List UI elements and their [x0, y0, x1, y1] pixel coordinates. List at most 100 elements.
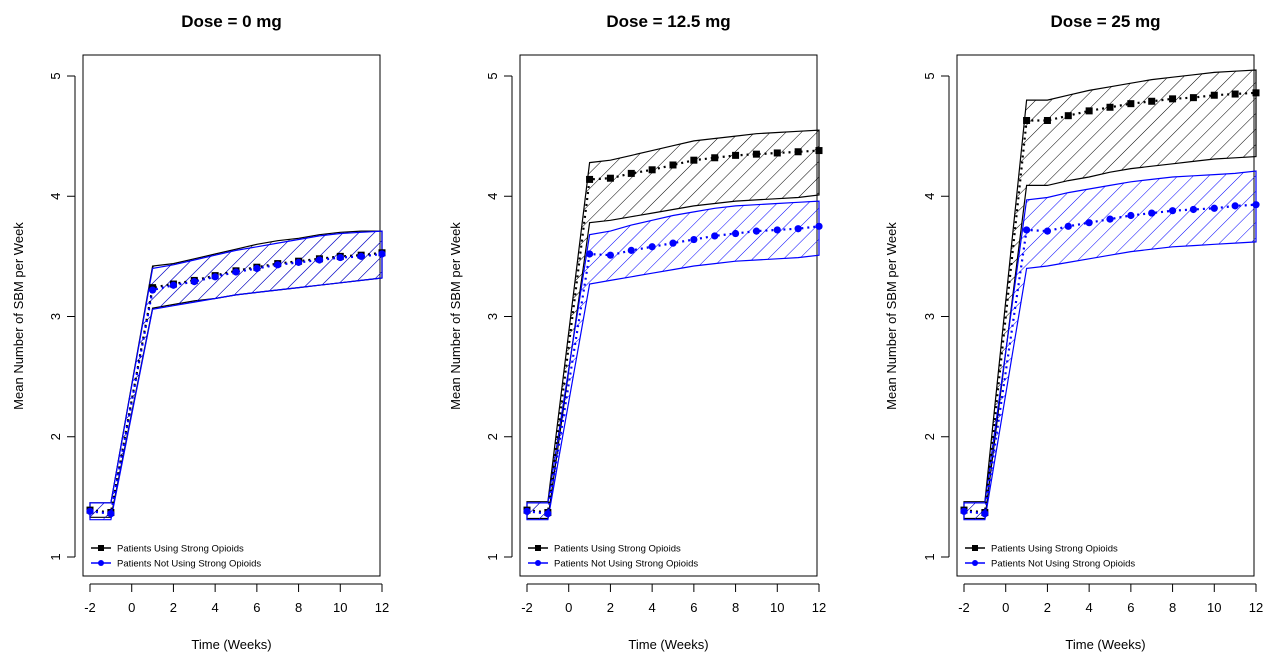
data-point-square [773, 149, 781, 157]
x-tick-label: 12 [1249, 600, 1263, 615]
data-point-circle [815, 222, 823, 230]
x-tick-label: 0 [128, 600, 135, 615]
legend-entry: Patients Using Strong Opioids [554, 544, 681, 555]
data-point-circle [523, 507, 531, 515]
legend-marker-circle [972, 560, 978, 566]
ci-band-series-2 [963, 170, 1257, 521]
data-point-circle [1148, 209, 1156, 217]
x-axis-label: Time (Weeks) [628, 637, 708, 652]
data-point-square [815, 147, 823, 155]
data-point-square [752, 150, 760, 158]
data-point-square [669, 161, 677, 169]
x-tick-label: 2 [607, 600, 614, 615]
legend-marker-square [972, 545, 978, 551]
chart-panel-1: Dose = 0 mg Time (Weeks) Mean Number of SB… [11, 12, 389, 652]
data-point-square [1169, 95, 1177, 103]
data-point-circle [606, 251, 615, 259]
data-point-circle [648, 243, 656, 251]
data-point-circle [107, 510, 115, 518]
x-tick-label: -2 [958, 600, 970, 615]
data-point-square [1064, 112, 1072, 120]
y-tick-label: 2 [485, 433, 500, 440]
panel-title: Dose = 0 mg [181, 12, 282, 31]
data-point-square [1043, 116, 1051, 124]
data-point-square [1210, 91, 1218, 99]
data-point-square [1252, 89, 1260, 97]
data-point-circle [232, 268, 240, 276]
plot-frame [82, 54, 381, 577]
y-axis-label: Mean Number of SBM per Week [448, 222, 463, 410]
data-point-circle [773, 226, 781, 234]
data-point-square [732, 151, 740, 159]
data-point-circle [1168, 207, 1177, 215]
x-axis-label: Time (Weeks) [1065, 637, 1145, 652]
x-tick-label: 2 [170, 600, 177, 615]
data-point-circle [1127, 211, 1135, 220]
data-point-square [1106, 103, 1114, 111]
data-point-circle [169, 281, 178, 289]
y-tick-label: 4 [922, 193, 937, 200]
data-point-circle [669, 239, 677, 247]
data-point-circle [1210, 204, 1218, 212]
x-tick-label: 4 [649, 600, 656, 615]
mean-line-series-2 [526, 225, 820, 515]
y-tick-label: 5 [922, 72, 937, 79]
ci-band-series-1 [963, 69, 1257, 520]
x-tick-label: -2 [521, 600, 533, 615]
legend-entry: Patients Not Using Strong Opioids [117, 559, 261, 570]
y-tick-label: 3 [922, 313, 937, 320]
x-tick-label: 6 [1127, 600, 1134, 615]
y-tick-label: 2 [922, 433, 937, 440]
data-point-circle [357, 252, 365, 260]
x-tick-label: 10 [1207, 600, 1221, 615]
data-point-circle [336, 253, 344, 262]
panel-title: Dose = 12.5 mg [606, 12, 730, 31]
data-point-circle [86, 507, 94, 515]
y-tick-label: 1 [48, 553, 63, 560]
data-point-square [1127, 100, 1135, 108]
data-point-square [794, 148, 802, 156]
data-point-circle [378, 250, 386, 258]
panel-title: Dose = 25 mg [1050, 12, 1160, 31]
data-point-square [1189, 94, 1197, 102]
data-point-circle [253, 264, 261, 272]
data-point-circle [211, 273, 219, 281]
x-tick-label: -2 [84, 600, 96, 615]
data-point-circle [1064, 222, 1072, 230]
data-point-square [586, 175, 594, 183]
data-point-circle [294, 258, 303, 266]
data-point-square [1085, 107, 1093, 115]
legend-entry: Patients Not Using Strong Opioids [554, 559, 698, 570]
data-point-circle [544, 510, 552, 518]
data-point-circle [731, 229, 740, 238]
data-point-circle [752, 227, 761, 235]
data-point-circle [690, 235, 698, 244]
data-point-circle [794, 225, 802, 233]
x-tick-label: 10 [770, 600, 784, 615]
y-tick-label: 2 [48, 433, 63, 440]
x-tick-label: 0 [1002, 600, 1009, 615]
x-tick-label: 0 [565, 600, 572, 615]
x-tick-label: 2 [1044, 600, 1051, 615]
data-point-circle [981, 510, 989, 518]
data-point-circle [148, 286, 157, 294]
legend-entry: Patients Using Strong Opioids [117, 544, 244, 555]
ci-band-series-1 [526, 129, 820, 520]
chart-panel-3: Dose = 25 mg Time (Weeks) Mean Number of S… [884, 12, 1263, 652]
x-tick-label: 4 [212, 600, 219, 615]
data-point-square [606, 174, 614, 182]
y-axis-label: Mean Number of SBM per Week [884, 222, 899, 410]
x-tick-label: 8 [732, 600, 739, 615]
data-point-circle [1085, 219, 1093, 227]
x-tick-label: 6 [690, 600, 697, 615]
x-tick-label: 4 [1086, 600, 1093, 615]
legend-marker-square [98, 545, 104, 551]
data-point-circle [1022, 226, 1031, 234]
y-tick-label: 5 [48, 72, 63, 79]
y-tick-label: 3 [485, 313, 500, 320]
data-point-circle [1231, 202, 1239, 210]
plot-frame [519, 54, 818, 577]
data-point-circle [711, 232, 719, 240]
y-tick-label: 4 [485, 193, 500, 200]
